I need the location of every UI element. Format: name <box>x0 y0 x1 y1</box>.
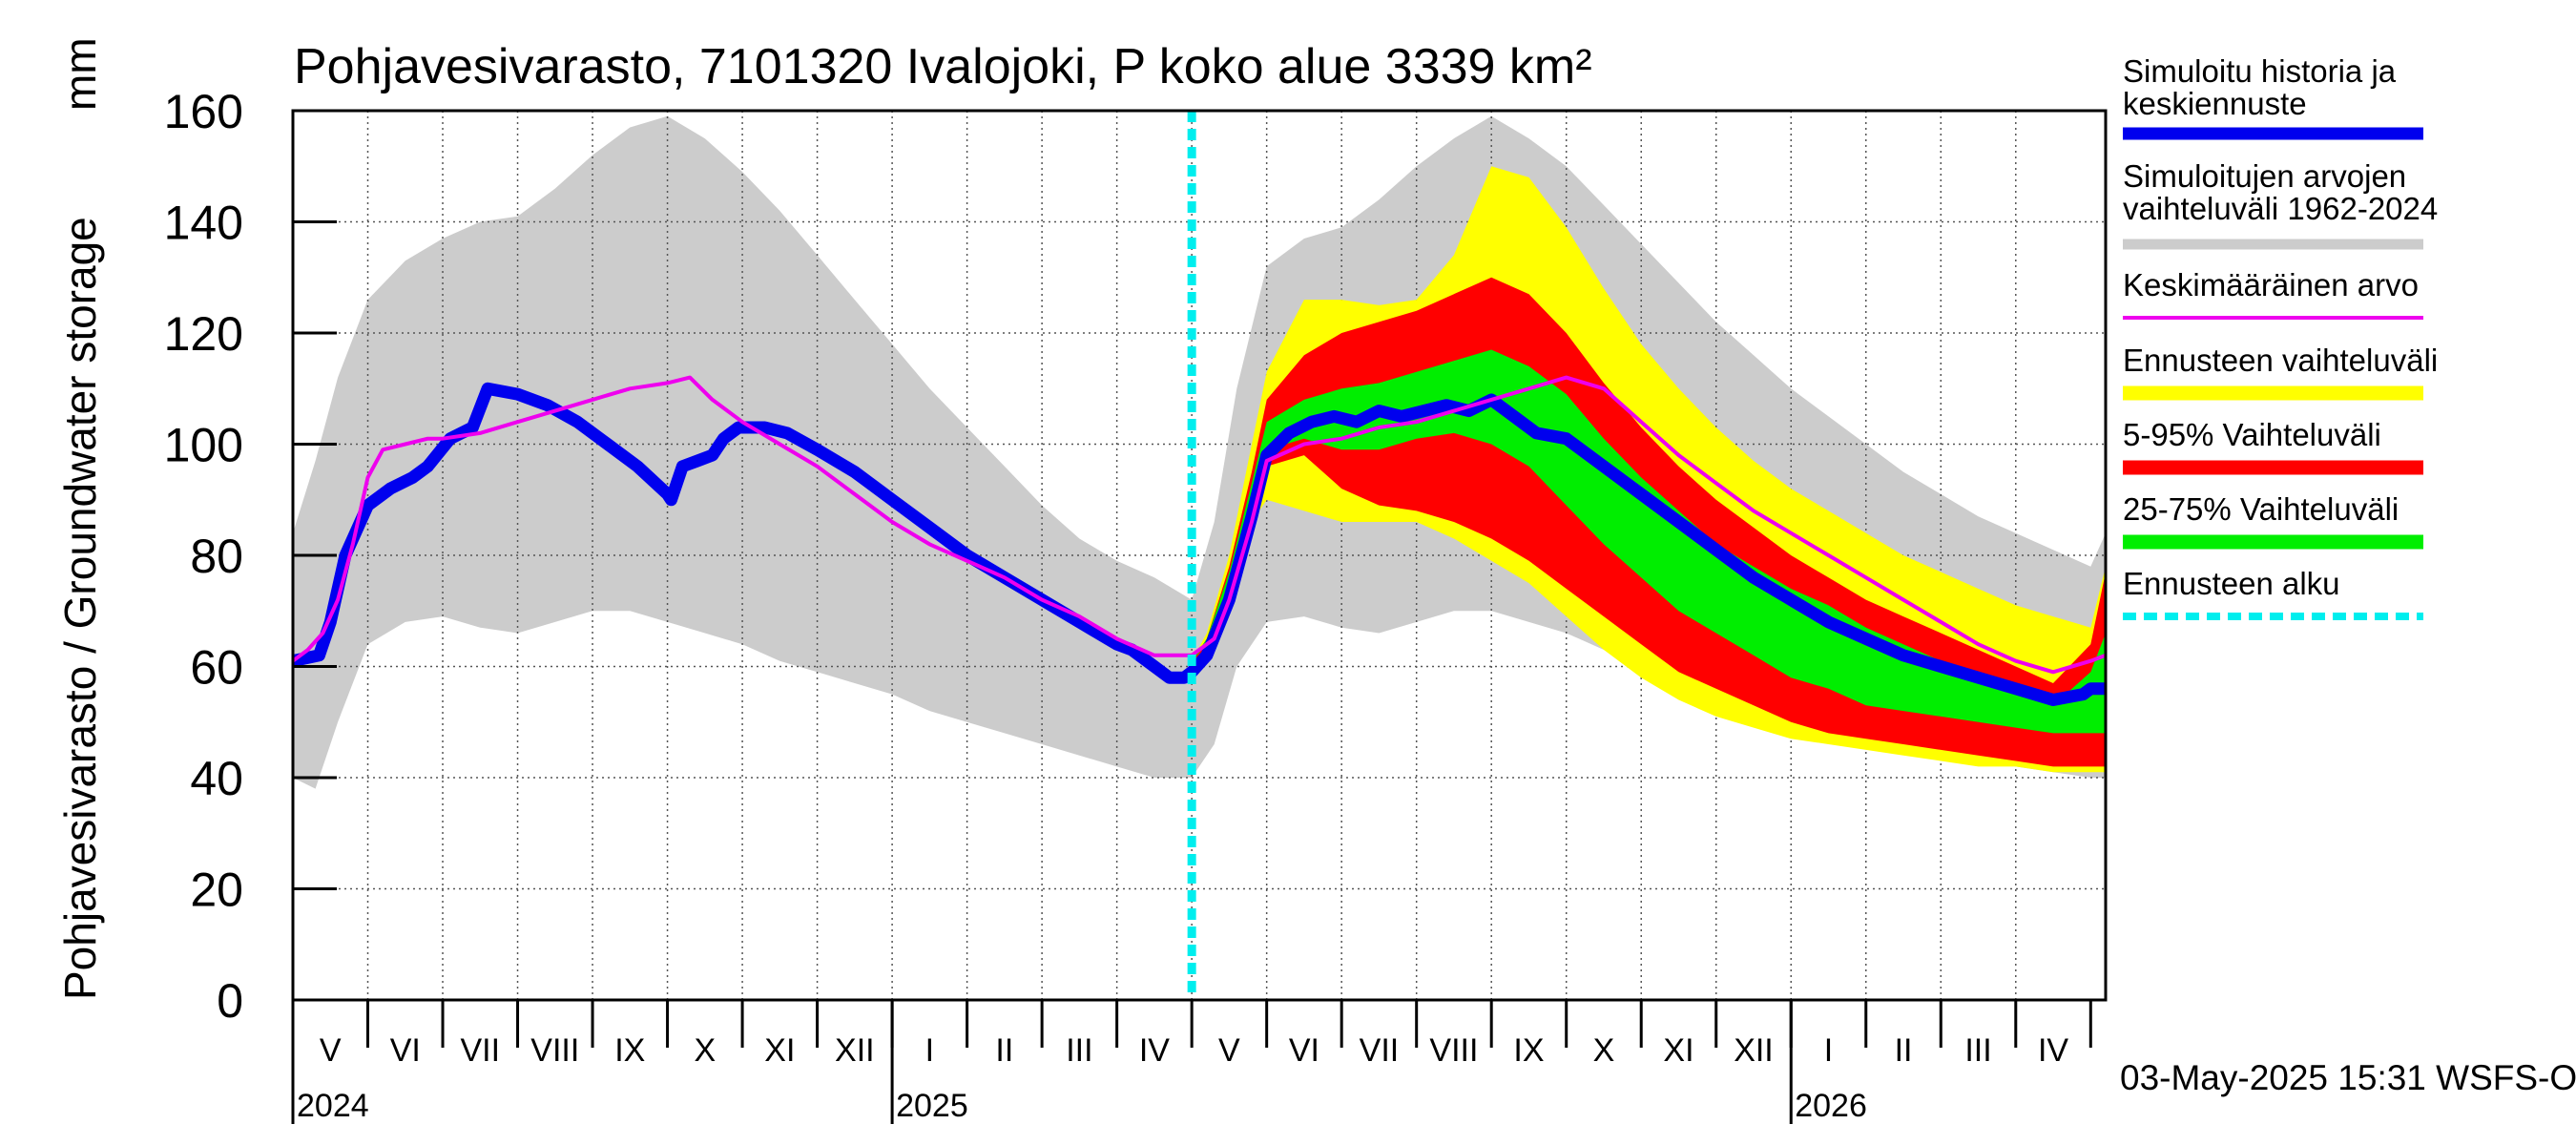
mean-line <box>293 375 2106 675</box>
month-label: VI <box>390 1032 421 1069</box>
month-label: XII <box>835 1032 875 1069</box>
simulated-line <box>293 382 2106 706</box>
y-tick-label: 60 <box>190 641 243 695</box>
month-label: VI <box>1289 1032 1319 1069</box>
legend-label: vaihteluväli 1962-2024 <box>2123 191 2438 226</box>
month-label: IV <box>2038 1032 2068 1069</box>
month-label: III <box>1964 1032 1991 1069</box>
month-label: VIII <box>530 1032 579 1069</box>
legend-label: 5-95% Vaihteluväli <box>2123 417 2381 452</box>
legend-label: Simuloitujen arvojen <box>2123 158 2406 194</box>
month-label: IX <box>1513 1032 1544 1069</box>
y-tick-label: 140 <box>164 197 243 250</box>
y-tick-label: 160 <box>164 85 243 138</box>
year-label: 2026 <box>1795 1088 1867 1124</box>
y-tick-label: 80 <box>190 530 243 583</box>
y-tick-label: 20 <box>190 864 243 917</box>
month-label: X <box>694 1032 716 1069</box>
legend-label: Keskimääräinen arvo <box>2123 267 2419 302</box>
legend-label: keskiennuste <box>2123 86 2307 121</box>
month-label: VIII <box>1429 1032 1478 1069</box>
year-label: 2024 <box>297 1088 369 1124</box>
legend-item: Ennusteen vaihteluväli <box>2123 343 2438 401</box>
month-label: VII <box>460 1032 500 1069</box>
month-label: IX <box>614 1032 645 1069</box>
legend-item: Ennusteen alku <box>2123 566 2423 620</box>
legend-item: 25-75% Vaihteluväli <box>2123 491 2423 550</box>
month-label: III <box>1066 1032 1092 1069</box>
month-label: I <box>1824 1032 1833 1069</box>
legend-label: Ennusteen vaihteluväli <box>2123 343 2438 378</box>
legend: Simuloitu historia jakeskiennusteSimuloi… <box>2123 53 2438 620</box>
month-label: V <box>1218 1032 1240 1069</box>
month-label: XII <box>1734 1032 1774 1069</box>
legend-label: Ennusteen alku <box>2123 566 2340 601</box>
plot-area <box>293 111 2106 1000</box>
y-axis-unit: mm <box>55 37 105 111</box>
y-tick-label: 100 <box>164 419 243 472</box>
legend-label: 25-75% Vaihteluväli <box>2123 491 2399 527</box>
month-label: XI <box>1663 1032 1693 1069</box>
legend-item: Keskimääräinen arvo <box>2123 267 2423 320</box>
month-label: XI <box>764 1032 795 1069</box>
month-label: I <box>925 1032 934 1069</box>
month-label: X <box>1593 1032 1615 1069</box>
y-tick-label: 40 <box>190 752 243 805</box>
month-label: VII <box>1360 1032 1400 1069</box>
timestamp: 03-May-2025 15:31 WSFS-O <box>2120 1058 2576 1097</box>
y-axis-label: Pohjavesivarasto / Groundwater storage <box>55 217 105 1000</box>
month-label: II <box>1895 1032 1913 1069</box>
month-label: V <box>320 1032 342 1069</box>
y-tick-label: 120 <box>164 307 243 361</box>
legend-item: 5-95% Vaihteluväli <box>2123 417 2423 475</box>
legend-label: Simuloitu historia ja <box>2123 53 2397 89</box>
y-tick-label: 0 <box>217 974 243 1028</box>
chart-title: Pohjavesivarasto, 7101320 Ivalojoki, P k… <box>294 39 1592 94</box>
month-label: II <box>995 1032 1013 1069</box>
month-label: IV <box>1139 1032 1170 1069</box>
year-label: 2025 <box>896 1088 968 1124</box>
